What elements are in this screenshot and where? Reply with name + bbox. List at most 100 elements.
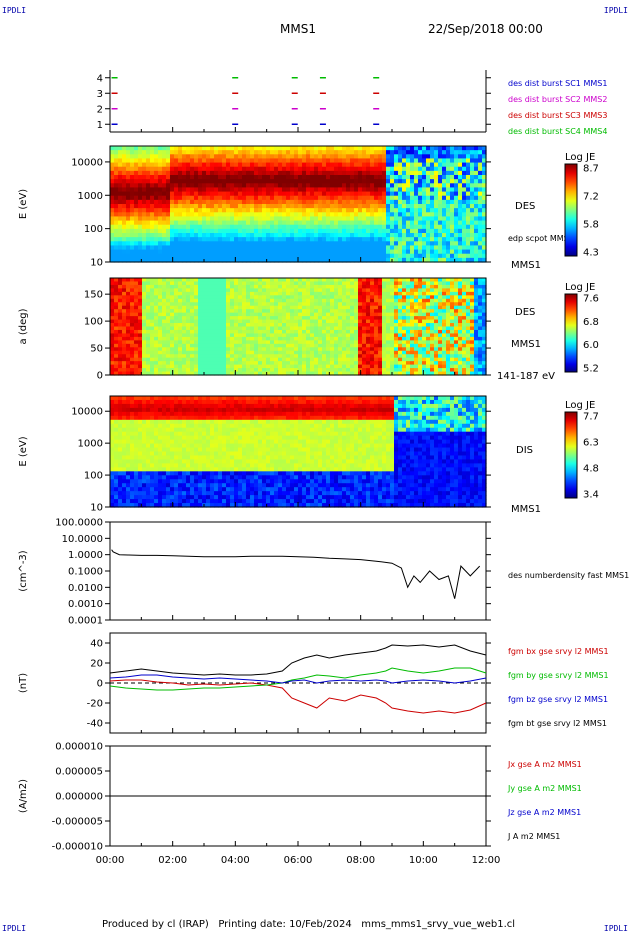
des-energy-panel-cell bbox=[334, 158, 339, 164]
des-pitch-panel-cell bbox=[198, 288, 203, 293]
des-energy-panel-cell bbox=[154, 228, 159, 234]
des-energy-panel-cell bbox=[254, 175, 259, 180]
des-pitch-panel-cell bbox=[390, 316, 395, 321]
des-energy-panel-cell bbox=[374, 179, 379, 184]
des-pitch-panel-cell bbox=[166, 357, 171, 362]
des-pitch-panel-cell bbox=[418, 291, 423, 296]
des-pitch-panel-cell bbox=[238, 305, 243, 310]
des-energy-panel-cell bbox=[274, 191, 279, 197]
des-pitch-panel-cell bbox=[334, 333, 339, 338]
des-pitch-panel-cell bbox=[154, 350, 159, 355]
des-energy-panel-cell bbox=[182, 224, 187, 230]
des-pitch-panel-cell bbox=[198, 305, 203, 310]
des-pitch-panel-cell bbox=[266, 350, 271, 355]
des-pitch-panel-cell bbox=[278, 371, 283, 376]
des-energy-panel-cell bbox=[450, 204, 455, 209]
des-pitch-panel-cell bbox=[418, 298, 423, 303]
des-energy-panel-cell bbox=[182, 241, 187, 247]
des-energy-panel-cell bbox=[458, 224, 463, 230]
des-pitch-panel-cell bbox=[270, 326, 275, 331]
des-pitch-panel-cell bbox=[418, 361, 423, 366]
des-pitch-panel-cell bbox=[274, 302, 279, 307]
des-pitch-panel-cell bbox=[134, 316, 139, 321]
des-energy-panel-cell bbox=[182, 162, 187, 168]
des-energy-panel-cell bbox=[378, 224, 383, 230]
des-energy-panel-cell bbox=[322, 195, 327, 201]
des-pitch-panel-cell bbox=[126, 357, 131, 362]
des-energy-panel-cell bbox=[218, 224, 223, 230]
des-energy-panel-cell bbox=[426, 195, 431, 201]
des-energy-panel-cell bbox=[302, 216, 307, 222]
des-pitch-panel-cell bbox=[142, 347, 147, 352]
des-pitch-panel-cell bbox=[270, 305, 275, 310]
des-energy-panel-cell bbox=[410, 187, 415, 193]
des-energy-panel-cell bbox=[406, 212, 411, 218]
des-energy-panel-cell bbox=[438, 245, 443, 251]
des-energy-panel-cell bbox=[346, 199, 351, 205]
des-energy-panel-cell bbox=[258, 241, 263, 247]
des-pitch-panel-cell bbox=[158, 291, 163, 296]
des-pitch-panel-cell bbox=[162, 312, 167, 317]
des-energy-panel-cell bbox=[342, 212, 347, 218]
des-pitch-panel-cell bbox=[166, 291, 171, 296]
des-energy-panel-cell bbox=[122, 191, 127, 197]
des-pitch-panel-cell bbox=[222, 364, 227, 369]
des-energy-panel-cell bbox=[362, 224, 367, 230]
des-energy-panel-cell bbox=[194, 191, 199, 197]
des-pitch-panel-cell bbox=[298, 323, 303, 328]
des-energy-panel-cell bbox=[454, 204, 459, 209]
des-pitch-panel-cell bbox=[374, 350, 379, 355]
des-energy-panel-cell bbox=[182, 204, 187, 209]
des-energy-panel-cell bbox=[182, 245, 187, 251]
des-energy-panel-cell bbox=[466, 224, 471, 230]
des-energy-panel-cell bbox=[390, 166, 395, 172]
des-pitch-panel-cell bbox=[326, 357, 331, 362]
des-energy-panel-cell bbox=[322, 146, 327, 151]
des-pitch-panel-cell bbox=[346, 340, 351, 345]
des-energy-panel-cell bbox=[462, 158, 467, 164]
des-energy-panel-cell bbox=[282, 212, 287, 218]
des-energy-panel-cell bbox=[322, 249, 327, 255]
des-energy-panel-cell bbox=[390, 146, 395, 151]
des-pitch-panel-cell bbox=[118, 368, 123, 373]
des-energy-panel-cell bbox=[118, 154, 123, 160]
des-pitch-panel-cell bbox=[426, 312, 431, 317]
des-pitch-panel-cell bbox=[414, 284, 419, 289]
des-pitch-panel-cell bbox=[322, 278, 327, 283]
des-pitch-panel-cell bbox=[150, 357, 155, 362]
des-pitch-panel-cell bbox=[122, 323, 127, 328]
des-energy-panel-cell bbox=[386, 212, 391, 218]
des-energy-panel-cell bbox=[118, 257, 123, 263]
des-energy-panel-cell bbox=[350, 162, 355, 168]
des-energy-panel-cell bbox=[294, 187, 299, 193]
des-energy-panel-cell bbox=[338, 187, 343, 193]
des-energy-panel-cell bbox=[398, 195, 403, 201]
des-pitch-panel-cell bbox=[418, 284, 423, 289]
des-pitch-panel-cell bbox=[318, 347, 323, 352]
des-energy-panel-cell bbox=[290, 199, 295, 205]
des-pitch-panel-cell bbox=[346, 343, 351, 348]
des-energy-panel-cell bbox=[262, 212, 267, 218]
des-energy-panel-cell bbox=[134, 162, 139, 168]
des-energy-panel-cell bbox=[438, 175, 443, 180]
des-pitch-panel-cell bbox=[206, 371, 211, 376]
des-pitch-panel-cell bbox=[202, 288, 207, 293]
des-pitch-panel-cell bbox=[226, 326, 231, 331]
des-energy-panel-cell bbox=[294, 166, 299, 172]
des-energy-panel-cell bbox=[126, 237, 131, 242]
des-pitch-panel-cell bbox=[390, 340, 395, 345]
des-energy-panel-cell bbox=[370, 166, 375, 172]
des-energy-panel-cell bbox=[406, 199, 411, 205]
des-pitch-panel-cell bbox=[122, 316, 127, 321]
des-energy-panel-cell bbox=[318, 146, 323, 151]
des-energy-panel-cell bbox=[298, 195, 303, 201]
des-energy-panel-cell bbox=[146, 241, 151, 247]
des-energy-panel-cell bbox=[114, 204, 119, 209]
des-energy-panel-cell bbox=[222, 241, 227, 247]
des-energy-panel-cell bbox=[326, 249, 331, 255]
des-energy-panel-cell bbox=[322, 216, 327, 222]
des-pitch-panel-cell bbox=[222, 323, 227, 328]
des-pitch-panel-cell bbox=[158, 284, 163, 289]
des-energy-panel-cell bbox=[246, 233, 251, 238]
des-energy-panel-cell bbox=[134, 195, 139, 201]
